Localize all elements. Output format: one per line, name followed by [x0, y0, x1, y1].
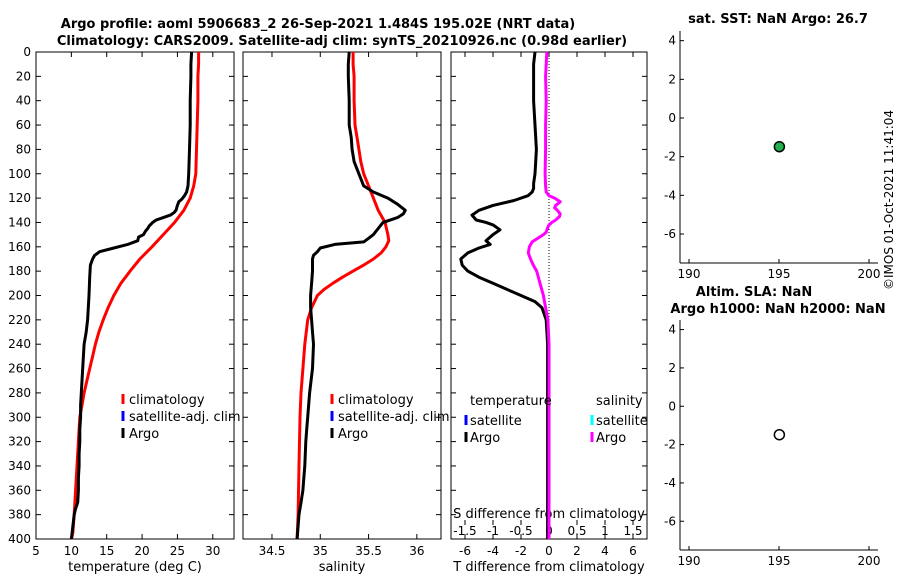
depth-tick-label: 120	[8, 191, 31, 205]
sla-title: Argo h1000: NaN h2000: NaN	[670, 302, 885, 317]
differences-legend-entry: satellite	[596, 414, 648, 429]
salinity-series-climatology	[295, 52, 391, 540]
differences-xtick-label: -4	[487, 544, 499, 558]
sst-ytick-label: -6	[664, 227, 676, 241]
differences-legend-entry: Argo	[596, 431, 626, 446]
depth-tick-label: 200	[8, 289, 31, 303]
depth-tick-label: 140	[8, 215, 31, 229]
sla-panel: 4 2 0 -2 -4 -6 190 195 200 Altim. SLA: NaN Argo h1…	[664, 285, 886, 568]
sla-ytick-label: 0	[668, 399, 676, 413]
sla-ytick-label: -4	[664, 476, 676, 490]
sla-argo-point	[773, 428, 786, 441]
sla-ytick-label: -2	[664, 438, 676, 452]
differences-xtick-label: -2	[515, 544, 527, 558]
sla-ytick-label: 2	[668, 361, 676, 375]
depth-tick-label: 240	[8, 337, 31, 351]
temperature-xlabel: temperature (deg C)	[68, 560, 202, 575]
temperature-axes-box	[35, 51, 235, 540]
differences-legend-entry: satellite	[470, 414, 522, 429]
depth-tick-label: 80	[16, 142, 31, 156]
sst-xtick-label: 195	[768, 267, 791, 281]
temperature-xtick-label: 10	[64, 544, 79, 558]
sla-xtick-label: 190	[678, 554, 701, 568]
salinity-axes-box	[242, 51, 442, 540]
differences-xtick-label: 0	[545, 544, 553, 558]
temperature-xtick-label: 30	[205, 544, 220, 558]
salinity-panel: 34.5 35 35.5 36 salinity climatology satellite…	[242, 51, 450, 575]
differences-top-tick-label: 0.5	[567, 524, 586, 538]
title-line-2: Climatology: CARS2009. Satellite-adj cli…	[57, 34, 627, 49]
depth-tick-label: 180	[8, 264, 31, 278]
sst-ytick-label: 4	[668, 34, 676, 48]
salinity-legend-entry: satellite-adj. clim	[338, 410, 450, 425]
depth-tick-label: 0	[23, 45, 31, 59]
temperature-xtick-label: 25	[170, 544, 185, 558]
salinity-xtick-label: 35	[313, 544, 328, 558]
differences-xtick-label: 6	[629, 544, 637, 558]
sla-ytick-label: -6	[664, 514, 676, 528]
depth-tick-label: 380	[8, 508, 31, 522]
depth-tick-label: 160	[8, 240, 31, 254]
depth-tick-label: 60	[16, 118, 31, 132]
differences-top-tick-label: 1	[601, 524, 609, 538]
salinity-xtick-label: 35.5	[355, 544, 382, 558]
salinity-xlabel: salinity	[319, 560, 366, 575]
sst-ytick-label: 0	[668, 111, 676, 125]
sla-ytick-label: 4	[668, 323, 676, 337]
differences-series-s-argo	[526, 51, 562, 539]
differences-legend-entry: Argo	[470, 431, 500, 446]
salinity-series-argo	[295, 51, 407, 540]
sst-xtick-label: 200	[858, 267, 881, 281]
salinity-legend-entry: Argo	[338, 427, 368, 442]
depth-tick-label: 340	[8, 459, 31, 473]
differences-top-tick-label: -1	[487, 524, 499, 538]
salinity-legend-entry: climatology	[338, 393, 414, 408]
depth-tick-label: 100	[8, 167, 31, 181]
differences-top-tick-label: -0.5	[509, 524, 532, 538]
temperature-panel: 5 10 15 20 25 3002040608010012014016018020022…	[8, 45, 241, 575]
temperature-xtick-label: 5	[32, 544, 40, 558]
temperature-legend-entry: climatology	[129, 393, 205, 408]
title-line-1: Argo profile: aoml 5906683_2 26-Sep-2021…	[61, 17, 575, 32]
differences-legend-title-salinity: salinity	[596, 394, 643, 409]
temperature-legend-entry: satellite-adj. clim	[129, 410, 241, 425]
differences-xtick-label: 4	[601, 544, 609, 558]
depth-tick-label: 220	[8, 313, 31, 327]
depth-tick-label: 40	[16, 94, 31, 108]
differences-xtick-label: -6	[459, 544, 471, 558]
depth-tick-label: 320	[8, 435, 31, 449]
temperature-xtick-label: 20	[134, 544, 149, 558]
differences-xtick-label: 2	[573, 544, 581, 558]
sst-ytick-label: 2	[668, 72, 676, 86]
sst-argo-point	[773, 140, 786, 153]
differences-panel: -6 -4 -2 0 2 4 6-1.5 -1 -0.5 0 0.5 1 1.5T difference…	[450, 51, 648, 575]
sla-xtick-label: 200	[858, 554, 881, 568]
differences-top-tick-label: 1.5	[623, 524, 642, 538]
depth-tick-label: 280	[8, 386, 31, 400]
sla-xtick-label: 195	[768, 554, 791, 568]
temperature-series-argo	[69, 51, 194, 540]
differences-top-tick-label: -1.5	[453, 524, 476, 538]
sst-ytick-label: -2	[664, 150, 676, 164]
depth-tick-label: 260	[8, 362, 31, 376]
sst-ytick-label: -4	[664, 188, 676, 202]
differences-legend-title-temperature: temperature	[470, 394, 552, 409]
salinity-xtick-label: 34.5	[259, 544, 286, 558]
sst-xtick-label: 190	[678, 267, 701, 281]
imos-timestamp: ©IMOS 01-Oct-2021 11:41:04	[882, 109, 896, 290]
depth-tick-label: 300	[8, 410, 31, 424]
depth-tick-label: 400	[8, 532, 31, 546]
sst-panel: 4 2 0 -2 -4 -6 190 195 200 sat. SST: NaN Argo: 26…	[664, 12, 880, 281]
salinity-xtick-label: 36	[409, 544, 424, 558]
differences-xlabel: T difference from climatology	[452, 560, 645, 575]
temperature-xtick-label: 15	[99, 544, 114, 558]
depth-tick-label: 360	[8, 483, 31, 497]
sla-title: Altim. SLA: NaN	[696, 285, 812, 300]
temperature-legend-entry: Argo	[129, 427, 159, 442]
sst-title: sat. SST: NaN Argo: 26.7	[688, 12, 868, 27]
depth-tick-label: 20	[16, 69, 31, 83]
